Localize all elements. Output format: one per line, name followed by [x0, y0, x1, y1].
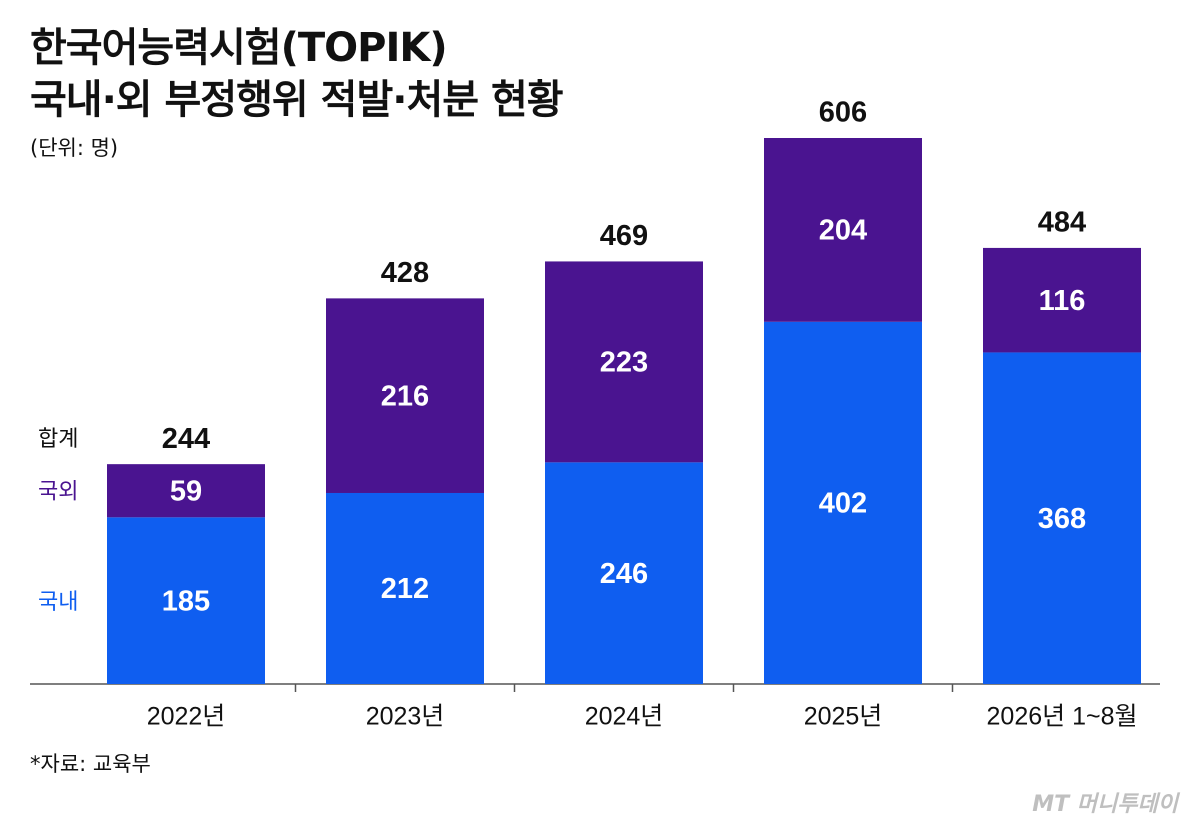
bar-overseas [545, 261, 703, 463]
data-label-domestic: 185 [162, 585, 210, 617]
legend-total: 합계 [38, 426, 78, 451]
bar-domestic [326, 492, 484, 684]
data-label-domestic: 368 [1038, 503, 1086, 535]
bar-overseas [764, 138, 922, 322]
chart-title-line1: 한국어능력시험(TOPIK) [30, 25, 448, 71]
bar-overseas [326, 298, 484, 493]
data-label-overseas: 204 [819, 215, 867, 247]
bar-overseas [107, 464, 265, 518]
source-note: *자료: 교육부 [30, 752, 151, 776]
bar-domestic [983, 352, 1141, 684]
data-label-overseas: 116 [1039, 285, 1086, 317]
total-label: 469 [600, 220, 648, 252]
data-label-overseas: 216 [381, 380, 429, 412]
x-tick-label: 2026년 1~8월 [987, 703, 1138, 731]
bar-domestic [764, 321, 922, 684]
publisher-logo: MT 머니투데이 [1032, 792, 1178, 817]
total-label: 606 [819, 97, 867, 129]
x-tick-label: 2025년 [804, 703, 883, 731]
total-label: 428 [381, 257, 429, 289]
total-label: 244 [162, 423, 210, 455]
x-tick-label: 2023년 [366, 703, 445, 731]
data-label-domestic: 246 [600, 558, 648, 590]
bar-domestic [107, 517, 265, 684]
unit-label: (단위: 명) [30, 136, 119, 160]
legend-overseas: 국외 [38, 479, 78, 504]
chart-title-line2: 국내·외 부정행위 적발·처분 현황 [30, 77, 564, 123]
data-label-overseas: 59 [170, 475, 202, 507]
bar-overseas [983, 247, 1141, 353]
x-tick-label: 2024년 [585, 703, 664, 731]
total-label: 484 [1038, 207, 1086, 239]
data-label-overseas: 223 [600, 347, 648, 379]
x-tick-label: 2022년 [147, 703, 226, 731]
legend-domestic: 국내 [38, 589, 78, 614]
data-label-domestic: 402 [819, 488, 867, 520]
bar-domestic [545, 462, 703, 684]
data-label-domestic: 212 [381, 573, 429, 605]
